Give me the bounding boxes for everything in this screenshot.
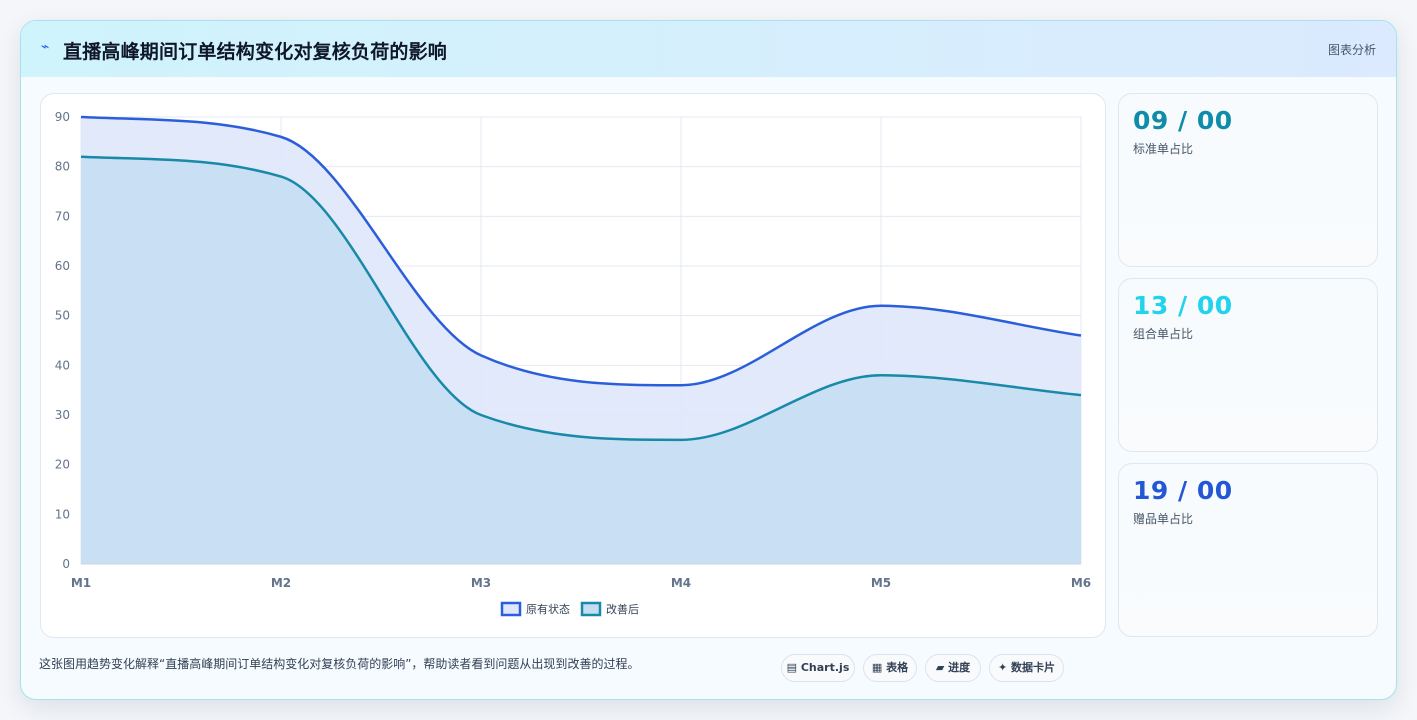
lightning-icon: ⌁ bbox=[41, 39, 50, 55]
series-line bbox=[80, 115, 1082, 387]
stat-value: 19 / 00 bbox=[1133, 476, 1233, 505]
stat-value: 13 / 00 bbox=[1133, 291, 1233, 320]
chip-label: Chart.js bbox=[800, 661, 850, 674]
chip-label: 数据卡片 bbox=[1011, 661, 1056, 674]
legend-swatch bbox=[500, 601, 522, 617]
x-tick-label: M4 bbox=[671, 576, 691, 590]
series-line bbox=[80, 155, 1082, 442]
x-tick-label: M6 bbox=[1071, 576, 1091, 590]
y-tick-label: 40 bbox=[55, 358, 70, 372]
chart-caption: 这张图用趋势变化解释“直播高峰期间订单结构变化对复核负荷的影响”，帮助读者看到问… bbox=[39, 657, 640, 671]
chip-label: 进度 bbox=[948, 661, 971, 674]
page-title: 直播高峰期间订单结构变化对复核负荷的影响 bbox=[63, 41, 448, 63]
chip-progress[interactable]: ▰ 进度 bbox=[925, 654, 981, 682]
legend-label: 原有状态 bbox=[526, 602, 570, 616]
stat-card-combo: 13 / 00 组合单占比 bbox=[1118, 278, 1378, 452]
y-tick-label: 20 bbox=[55, 458, 70, 472]
x-tick-label: M1 bbox=[71, 576, 91, 590]
chip-label: 表格 bbox=[886, 661, 909, 674]
x-tick-label: M5 bbox=[871, 576, 891, 590]
y-tick-label: 90 bbox=[55, 110, 70, 124]
legend-swatch bbox=[580, 601, 602, 617]
stat-value: 09 / 00 bbox=[1133, 106, 1233, 135]
series-area bbox=[81, 156, 1081, 564]
legend-label: 改善后 bbox=[606, 602, 639, 616]
card-header: ⌁ 直播高峰期间订单结构变化对复核负荷的影响 图表分析 bbox=[21, 21, 1396, 77]
stat-label: 标准单占比 bbox=[1133, 142, 1194, 156]
stat-label: 赠品单占比 bbox=[1133, 512, 1194, 526]
y-tick-label: 10 bbox=[55, 507, 70, 521]
chart-icon: ▤ bbox=[786, 661, 798, 674]
chip-chartjs[interactable]: ▤ Chart.js bbox=[781, 654, 855, 682]
chip-data-card[interactable]: ✦ 数据卡片 bbox=[989, 654, 1064, 682]
table-icon: ▦ bbox=[871, 661, 883, 674]
stat-card-standard: 09 / 00 标准单占比 bbox=[1118, 93, 1378, 267]
y-tick-label: 0 bbox=[62, 557, 70, 571]
stat-label: 组合单占比 bbox=[1133, 327, 1194, 341]
area-chart: 0 10 20 30 40 50 60 70 80 90 M1 M2 M3 M4 M5 M6 原有状态 改善后 bbox=[55, 110, 1091, 617]
chart-panel: 0 10 20 30 40 50 60 70 80 90 M1 M2 M3 M4 M5 M6 原有状态 改善后 bbox=[40, 93, 1106, 638]
category-tag: 图表分析 bbox=[1327, 43, 1376, 57]
y-tick-label: 30 bbox=[55, 408, 70, 422]
y-tick-label: 70 bbox=[55, 209, 70, 223]
x-tick-label: M2 bbox=[271, 576, 291, 590]
y-tick-label: 60 bbox=[55, 259, 70, 273]
progress-icon: ▰ bbox=[935, 661, 945, 674]
stat-card-gift: 19 / 00 赠品单占比 bbox=[1118, 463, 1378, 637]
chip-table[interactable]: ▦ 表格 bbox=[863, 654, 917, 682]
x-tick-label: M3 bbox=[471, 576, 491, 590]
y-tick-label: 50 bbox=[55, 309, 70, 323]
sparkle-icon: ✦ bbox=[997, 661, 1008, 674]
y-tick-label: 80 bbox=[55, 160, 70, 174]
report-card: ⌁ 直播高峰期间订单结构变化对复核负荷的影响 图表分析 0 10 20 30 40 50 6… bbox=[20, 20, 1397, 700]
